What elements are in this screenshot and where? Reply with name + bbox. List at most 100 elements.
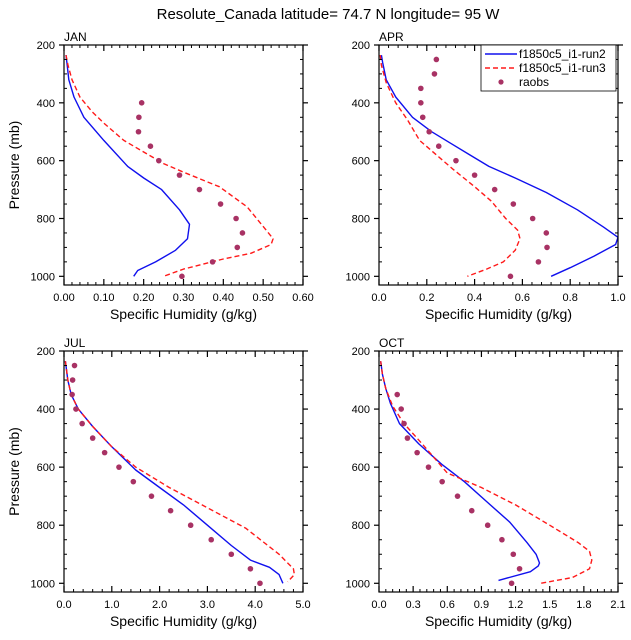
x-tick-label: 0.50 bbox=[252, 292, 273, 304]
raobs-point bbox=[510, 201, 517, 207]
raobs-point bbox=[69, 391, 75, 398]
raobs-point bbox=[147, 143, 154, 150]
raobs-point bbox=[73, 406, 79, 412]
x-tick-label: 0.0 bbox=[56, 599, 71, 611]
raobs-point bbox=[130, 478, 137, 485]
panel-title: APR bbox=[379, 30, 404, 44]
series-run2-line bbox=[380, 361, 541, 582]
raobs-point bbox=[233, 215, 239, 222]
y-axis-label: Pressure (mb) bbox=[6, 427, 22, 516]
x-tick-label: 2.1 bbox=[610, 599, 625, 611]
raobs-point bbox=[138, 100, 145, 106]
raobs-point bbox=[439, 478, 445, 485]
y-tick-label: 800 bbox=[352, 213, 370, 225]
raobs-point bbox=[414, 449, 420, 456]
raobs-point bbox=[228, 551, 235, 558]
x-tick-label: 1.8 bbox=[576, 599, 591, 611]
raobs-point bbox=[529, 215, 536, 222]
y-tick-label: 600 bbox=[37, 156, 55, 168]
raobs-point bbox=[508, 580, 515, 587]
raobs-point bbox=[257, 580, 263, 587]
y-tick-label: 400 bbox=[352, 404, 370, 416]
y-tick-label: 1000 bbox=[31, 578, 55, 590]
raobs-point bbox=[419, 114, 426, 121]
series-run2-line bbox=[64, 361, 284, 584]
y-tick-label: 1000 bbox=[346, 578, 370, 590]
legend-label: f1850c5_i1-run3 bbox=[519, 61, 606, 75]
figure-title: Resolute_Canada latitude= 74.7 N longitu… bbox=[157, 6, 501, 23]
raobs-point bbox=[468, 507, 475, 514]
raobs-point bbox=[217, 201, 224, 207]
x-tick-label: 0.6 bbox=[440, 599, 455, 611]
x-tick-label: 0.00 bbox=[53, 292, 74, 304]
legend-label: f1850c5_i1-run2 bbox=[519, 47, 606, 61]
raobs-point bbox=[69, 377, 76, 383]
raobs-point bbox=[398, 406, 404, 412]
raobs-point bbox=[209, 259, 216, 265]
panel-oct: OCT 0.0 0.3 0.6 0.9 1.2 1.5 1.8 2.1 200 400 600 800 1… bbox=[346, 336, 626, 629]
plot-frame bbox=[63, 44, 304, 286]
raobs-point bbox=[234, 244, 241, 251]
raobs-point bbox=[196, 186, 203, 193]
panel-apr: APR 0.0 0.2 0.4 0.6 0.8 1.0 200 400 600 800 1000 Spe… bbox=[346, 30, 626, 322]
x-tick-label: 3.0 bbox=[200, 599, 215, 611]
x-tick-label: 0.8 bbox=[563, 292, 578, 304]
series-run3-line bbox=[380, 361, 593, 584]
raobs-point bbox=[516, 565, 523, 572]
raobs-point bbox=[239, 230, 246, 236]
y-tick-label: 400 bbox=[352, 98, 370, 110]
plot-frame bbox=[63, 350, 304, 593]
y-tick-label: 1000 bbox=[31, 271, 55, 283]
y-tick-label: 400 bbox=[37, 404, 55, 416]
series-run3-line bbox=[65, 54, 274, 277]
raobs-point bbox=[136, 114, 142, 121]
raobs-point bbox=[484, 522, 491, 529]
x-tick-label: 1.0 bbox=[610, 292, 625, 304]
x-tick-label: 0.30 bbox=[173, 292, 194, 304]
raobs-point bbox=[116, 464, 122, 470]
y-tick-label: 800 bbox=[352, 520, 370, 532]
series-raobs bbox=[69, 362, 263, 587]
x-tick-label: 1.0 bbox=[104, 599, 119, 611]
x-tick-label: 0.60 bbox=[292, 292, 313, 304]
raobs-point bbox=[544, 244, 550, 251]
y-tick-label: 800 bbox=[37, 520, 55, 532]
x-tick-label: 0.40 bbox=[213, 292, 234, 304]
x-tick-label: 0.3 bbox=[405, 599, 420, 611]
raobs-point bbox=[510, 551, 517, 558]
x-tick-label: 0.0 bbox=[371, 292, 386, 304]
y-tick-label: 600 bbox=[352, 462, 370, 474]
raobs-point bbox=[418, 100, 424, 106]
raobs-point bbox=[499, 536, 505, 543]
raobs-point bbox=[135, 128, 142, 135]
raobs-point bbox=[101, 449, 108, 456]
panel-jul: JUL 0.0 1.0 2.0 3.0 4.0 5.0 200 400 600 800 1000 Spe… bbox=[6, 336, 311, 629]
x-axis-label: Specific Humidity (g/kg) bbox=[425, 613, 572, 629]
series-run2-line bbox=[380, 54, 618, 277]
raobs-point bbox=[79, 420, 85, 427]
raobs-point bbox=[433, 56, 440, 63]
y-tick-label: 1000 bbox=[346, 271, 370, 283]
raobs-point bbox=[418, 85, 424, 92]
raobs-point bbox=[176, 172, 183, 178]
raobs-point bbox=[543, 230, 550, 236]
raobs-point bbox=[179, 273, 185, 280]
series-run3-line bbox=[64, 361, 296, 583]
plot-frame bbox=[378, 350, 619, 593]
raobs-point bbox=[187, 522, 194, 529]
y-tick-label: 200 bbox=[352, 40, 370, 52]
raobs-point bbox=[167, 507, 174, 514]
x-axis-label: Specific Humidity (g/kg) bbox=[110, 306, 257, 322]
raobs-point bbox=[507, 273, 514, 280]
raobs-point bbox=[435, 143, 442, 150]
x-tick-label: 0.0 bbox=[371, 599, 386, 611]
panel-title: JAN bbox=[64, 30, 87, 44]
series-raobs bbox=[394, 391, 523, 587]
x-tick-label: 1.5 bbox=[542, 599, 557, 611]
raobs-point bbox=[426, 128, 432, 135]
raobs-point bbox=[454, 493, 461, 499]
y-tick-label: 200 bbox=[37, 346, 55, 358]
y-tick-label: 200 bbox=[37, 40, 55, 52]
raobs-point bbox=[247, 565, 254, 572]
